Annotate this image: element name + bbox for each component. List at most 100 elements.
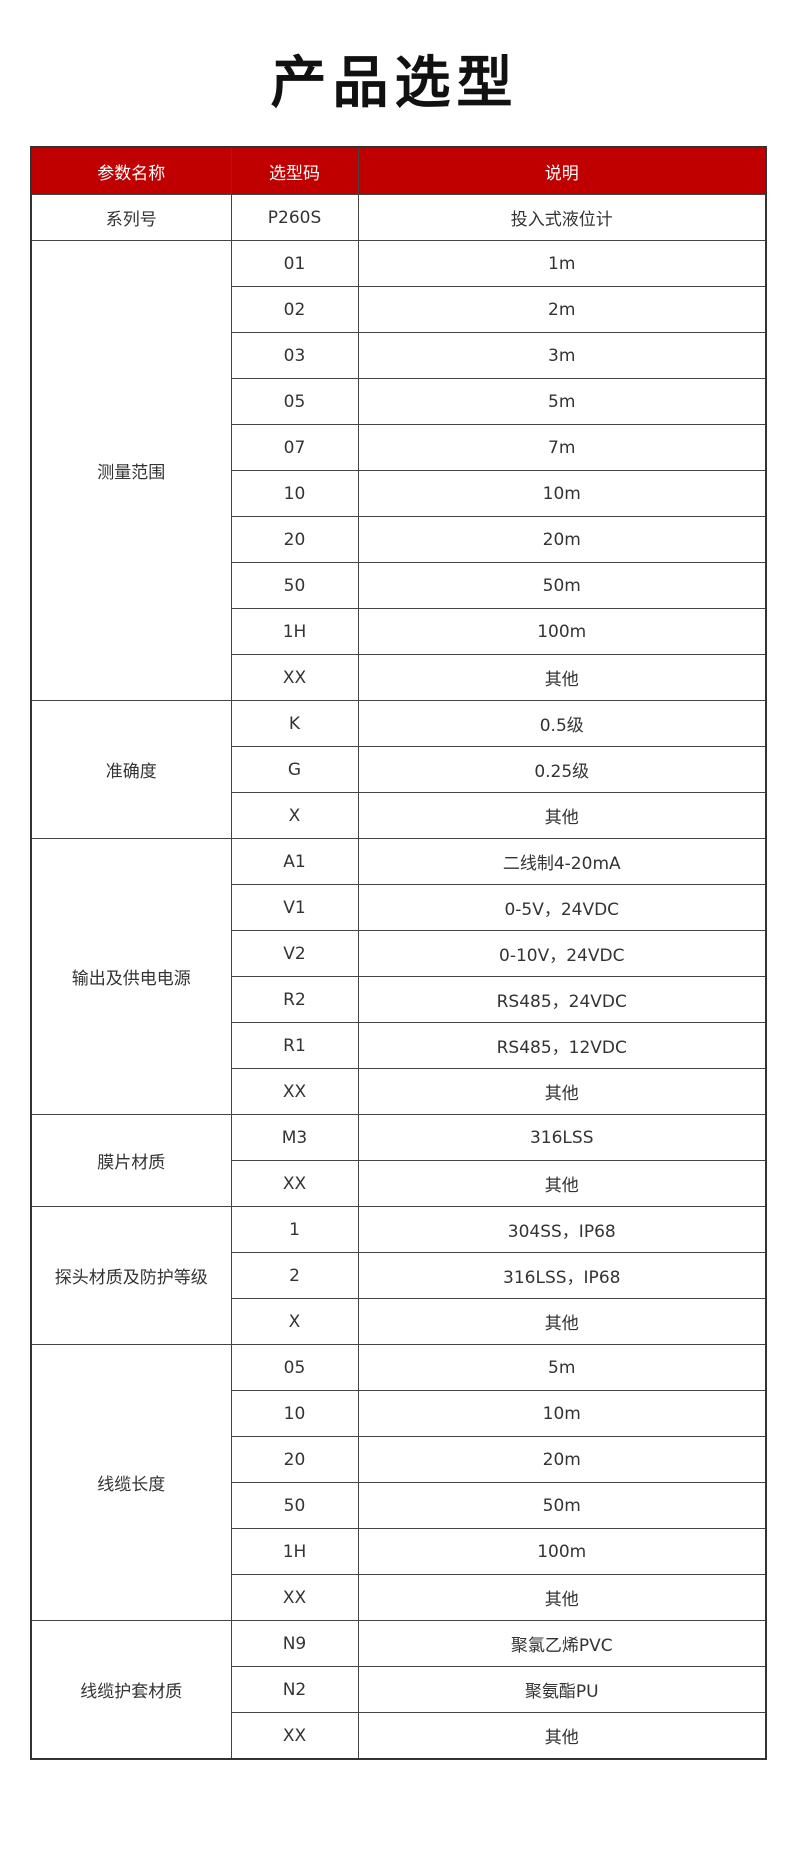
code-cell: 10 [230, 470, 359, 517]
code-cell: 10 [230, 1390, 359, 1437]
code-cell: 20 [230, 516, 359, 563]
description-cell: 50m [357, 562, 767, 609]
description-cell: 316LSS [357, 1114, 767, 1161]
header-description: 说明 [357, 146, 767, 195]
table-row: 准确度 K 0.5级 [30, 700, 767, 839]
code-cell: V1 [230, 884, 359, 931]
description-cell: 其他 [357, 1574, 767, 1621]
code-cell: 2 [230, 1252, 359, 1299]
code-cell: R1 [230, 1022, 359, 1069]
description-cell: 0-10V，24VDC [357, 930, 767, 977]
description-cell: 其他 [357, 792, 767, 839]
description-cell: 其他 [357, 1298, 767, 1345]
param-name-cell: 系列号 [30, 194, 232, 241]
code-cell: 05 [230, 1344, 359, 1391]
table-row: 线缆长度 05 5m [30, 1344, 767, 1621]
param-name-cell: 测量范围 [30, 240, 232, 701]
header-param-name: 参数名称 [30, 146, 232, 195]
description-cell: 0.25级 [357, 746, 767, 793]
table-row: 1H 100m [31, 608, 767, 655]
description-cell: 316LSS，IP68 [357, 1252, 767, 1299]
code-cell: 02 [230, 286, 359, 333]
table-row: X 其他 [31, 792, 767, 839]
code-cell: R2 [230, 976, 359, 1023]
table-row: 测量范围 01 1m [30, 240, 767, 701]
code-cell: N9 [230, 1620, 359, 1667]
description-cell: 7m [357, 424, 767, 471]
description-cell: 50m [357, 1482, 767, 1529]
description-cell: 20m [357, 516, 767, 563]
param-name-cell: 探头材质及防护等级 [30, 1206, 232, 1345]
table-row: 07 7m [31, 424, 767, 471]
code-cell: XX [230, 1160, 359, 1207]
description-cell: 其他 [357, 1712, 767, 1760]
param-name-cell: 线缆护套材质 [30, 1620, 232, 1760]
code-cell: XX [230, 1574, 359, 1621]
table-header-row: 参数名称 选型码 说明 [30, 146, 767, 195]
table-row: 02 2m [31, 286, 767, 333]
code-cell: X [230, 1298, 359, 1345]
description-cell: 其他 [357, 1160, 767, 1207]
code-cell: XX [230, 1068, 359, 1115]
description-cell: 0-5V，24VDC [357, 884, 767, 931]
table-row: 20 20m [31, 516, 767, 563]
table-row: V1 0-5V，24VDC [31, 884, 767, 931]
table-row: 膜片材质 M3 316LSS [30, 1114, 767, 1207]
table-row: 1H 100m [31, 1528, 767, 1575]
description-cell: 5m [357, 378, 767, 425]
table-row: XX 其他 [31, 1712, 767, 1760]
code-cell: 07 [230, 424, 359, 471]
description-cell: 二线制4-20mA [357, 838, 767, 885]
description-cell: 3m [357, 332, 767, 379]
code-cell: 20 [230, 1436, 359, 1483]
code-cell: A1 [230, 838, 359, 885]
description-cell: 10m [357, 470, 767, 517]
table-row: 05 5m [31, 378, 767, 425]
code-cell: 03 [230, 332, 359, 379]
description-cell: 5m [357, 1344, 767, 1391]
description-cell: 304SS，IP68 [357, 1206, 767, 1253]
code-cell: 1H [230, 608, 359, 655]
table-row: 10 10m [31, 1390, 767, 1437]
table-row: X 其他 [31, 1298, 767, 1345]
table-row: N2 聚氨酯PU [31, 1666, 767, 1713]
param-name-cell: 线缆长度 [30, 1344, 232, 1621]
page-title: 产品选型 [270, 51, 519, 116]
code-cell: N2 [230, 1666, 359, 1713]
code-cell: 50 [230, 1482, 359, 1529]
code-cell: G [230, 746, 359, 793]
table-row: 线缆护套材质 N9 聚氯乙烯PVC [30, 1620, 767, 1760]
table-row: G 0.25级 [31, 746, 767, 793]
product-selection-table: 参数名称 选型码 说明 系列号 P260S 投入式液位计 测量范围 01 1m 02 2m 03… [30, 146, 767, 1760]
description-cell: 其他 [357, 1068, 767, 1115]
table-row: 系列号 P260S 投入式液位计 [30, 194, 767, 241]
table-row: R1 RS485，12VDC [31, 1022, 767, 1069]
code-cell: P260S [230, 194, 359, 241]
code-cell: M3 [230, 1114, 359, 1161]
description-cell: 聚氯乙烯PVC [357, 1620, 767, 1667]
code-cell: 1 [230, 1206, 359, 1253]
table-row: 10 10m [31, 470, 767, 517]
description-cell: 聚氨酯PU [357, 1666, 767, 1713]
table-row: 50 50m [31, 1482, 767, 1529]
code-cell: X [230, 792, 359, 839]
code-cell: V2 [230, 930, 359, 977]
param-name-cell: 输出及供电电源 [30, 838, 232, 1115]
code-cell: 01 [230, 240, 359, 287]
code-cell: XX [230, 654, 359, 701]
description-cell: 20m [357, 1436, 767, 1483]
description-cell: 其他 [357, 654, 767, 701]
code-cell: 50 [230, 562, 359, 609]
table-row: 20 20m [31, 1436, 767, 1483]
table-row: 探头材质及防护等级 1 304SS，IP68 [30, 1206, 767, 1345]
description-cell: 投入式液位计 [357, 194, 767, 241]
table-body: 系列号 P260S 投入式液位计 测量范围 01 1m 02 2m 03 3m 05 5m 07 7m 10… [30, 194, 767, 1760]
param-name-cell: 准确度 [30, 700, 232, 839]
code-cell: 05 [230, 378, 359, 425]
table-row: 03 3m [31, 332, 767, 379]
code-cell: K [230, 700, 359, 747]
description-cell: RS485，12VDC [357, 1022, 767, 1069]
description-cell: 100m [357, 608, 767, 655]
code-cell: XX [230, 1712, 359, 1760]
description-cell: 2m [357, 286, 767, 333]
